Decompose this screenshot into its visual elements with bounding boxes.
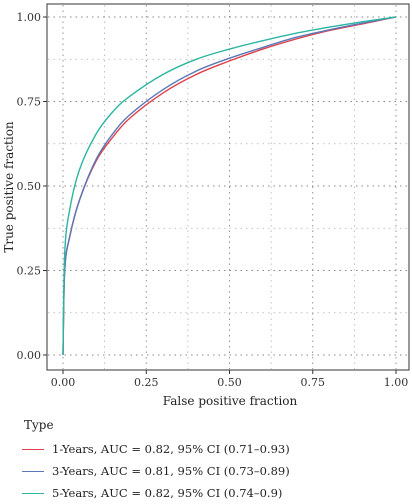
legend-label: 3-Years, AUC = 0.81, 95% CI (0.73–0.89) bbox=[52, 464, 290, 478]
legend-title: Type bbox=[24, 418, 54, 432]
roc-chart: 0.00 0.25 0.50 0.75 1.00 0.00 0.25 0.50 0.75 1.0… bbox=[2, 3, 410, 408]
y-tick-label: 1.00 bbox=[17, 11, 42, 24]
legend-swatch bbox=[22, 492, 44, 494]
plot-panel bbox=[46, 3, 410, 371]
x-tick-label: 0.50 bbox=[217, 376, 242, 389]
x-axis-title: False positive fraction bbox=[163, 394, 298, 408]
y-axis-ticks: 0.00 0.25 0.50 0.75 1.00 bbox=[17, 11, 47, 362]
legend-label: 1-Years, AUC = 0.82, 95% CI (0.71–0.93) bbox=[52, 442, 290, 456]
legend: Type 1-Years, AUC = 0.82, 95% CI (0.71–0… bbox=[22, 418, 402, 504]
y-tick-label: 0.25 bbox=[17, 265, 42, 278]
y-tick-label: 0.50 bbox=[17, 180, 42, 193]
roc-line-series-3 bbox=[62, 16, 397, 356]
x-axis-ticks: 0.00 0.25 0.50 0.75 1.00 bbox=[51, 370, 409, 389]
legend-item-2: 3-Years, AUC = 0.81, 95% CI (0.73–0.89) bbox=[22, 460, 402, 482]
legend-swatch bbox=[22, 448, 44, 450]
legend-item-1: 1-Years, AUC = 0.82, 95% CI (0.71–0.93) bbox=[22, 438, 402, 460]
y-tick-label: 0.00 bbox=[17, 349, 42, 362]
legend-label: 5-Years, AUC = 0.82, 95% CI (0.74–0.9) bbox=[52, 486, 283, 500]
legend-swatch bbox=[22, 470, 44, 472]
roc-line-series-2 bbox=[62, 16, 397, 356]
x-tick-label: 0.25 bbox=[134, 376, 159, 389]
x-tick-label: 1.00 bbox=[384, 376, 409, 389]
legend-item-3: 5-Years, AUC = 0.82, 95% CI (0.74–0.9) bbox=[22, 482, 402, 504]
y-axis-title: True positive fraction bbox=[2, 121, 16, 253]
y-tick-label: 0.75 bbox=[17, 96, 42, 109]
series-lines bbox=[62, 16, 397, 356]
legend-items: 1-Years, AUC = 0.82, 95% CI (0.71–0.93) 3… bbox=[22, 438, 402, 504]
x-tick-label: 0.75 bbox=[301, 376, 326, 389]
x-tick-label: 0.00 bbox=[51, 376, 76, 389]
